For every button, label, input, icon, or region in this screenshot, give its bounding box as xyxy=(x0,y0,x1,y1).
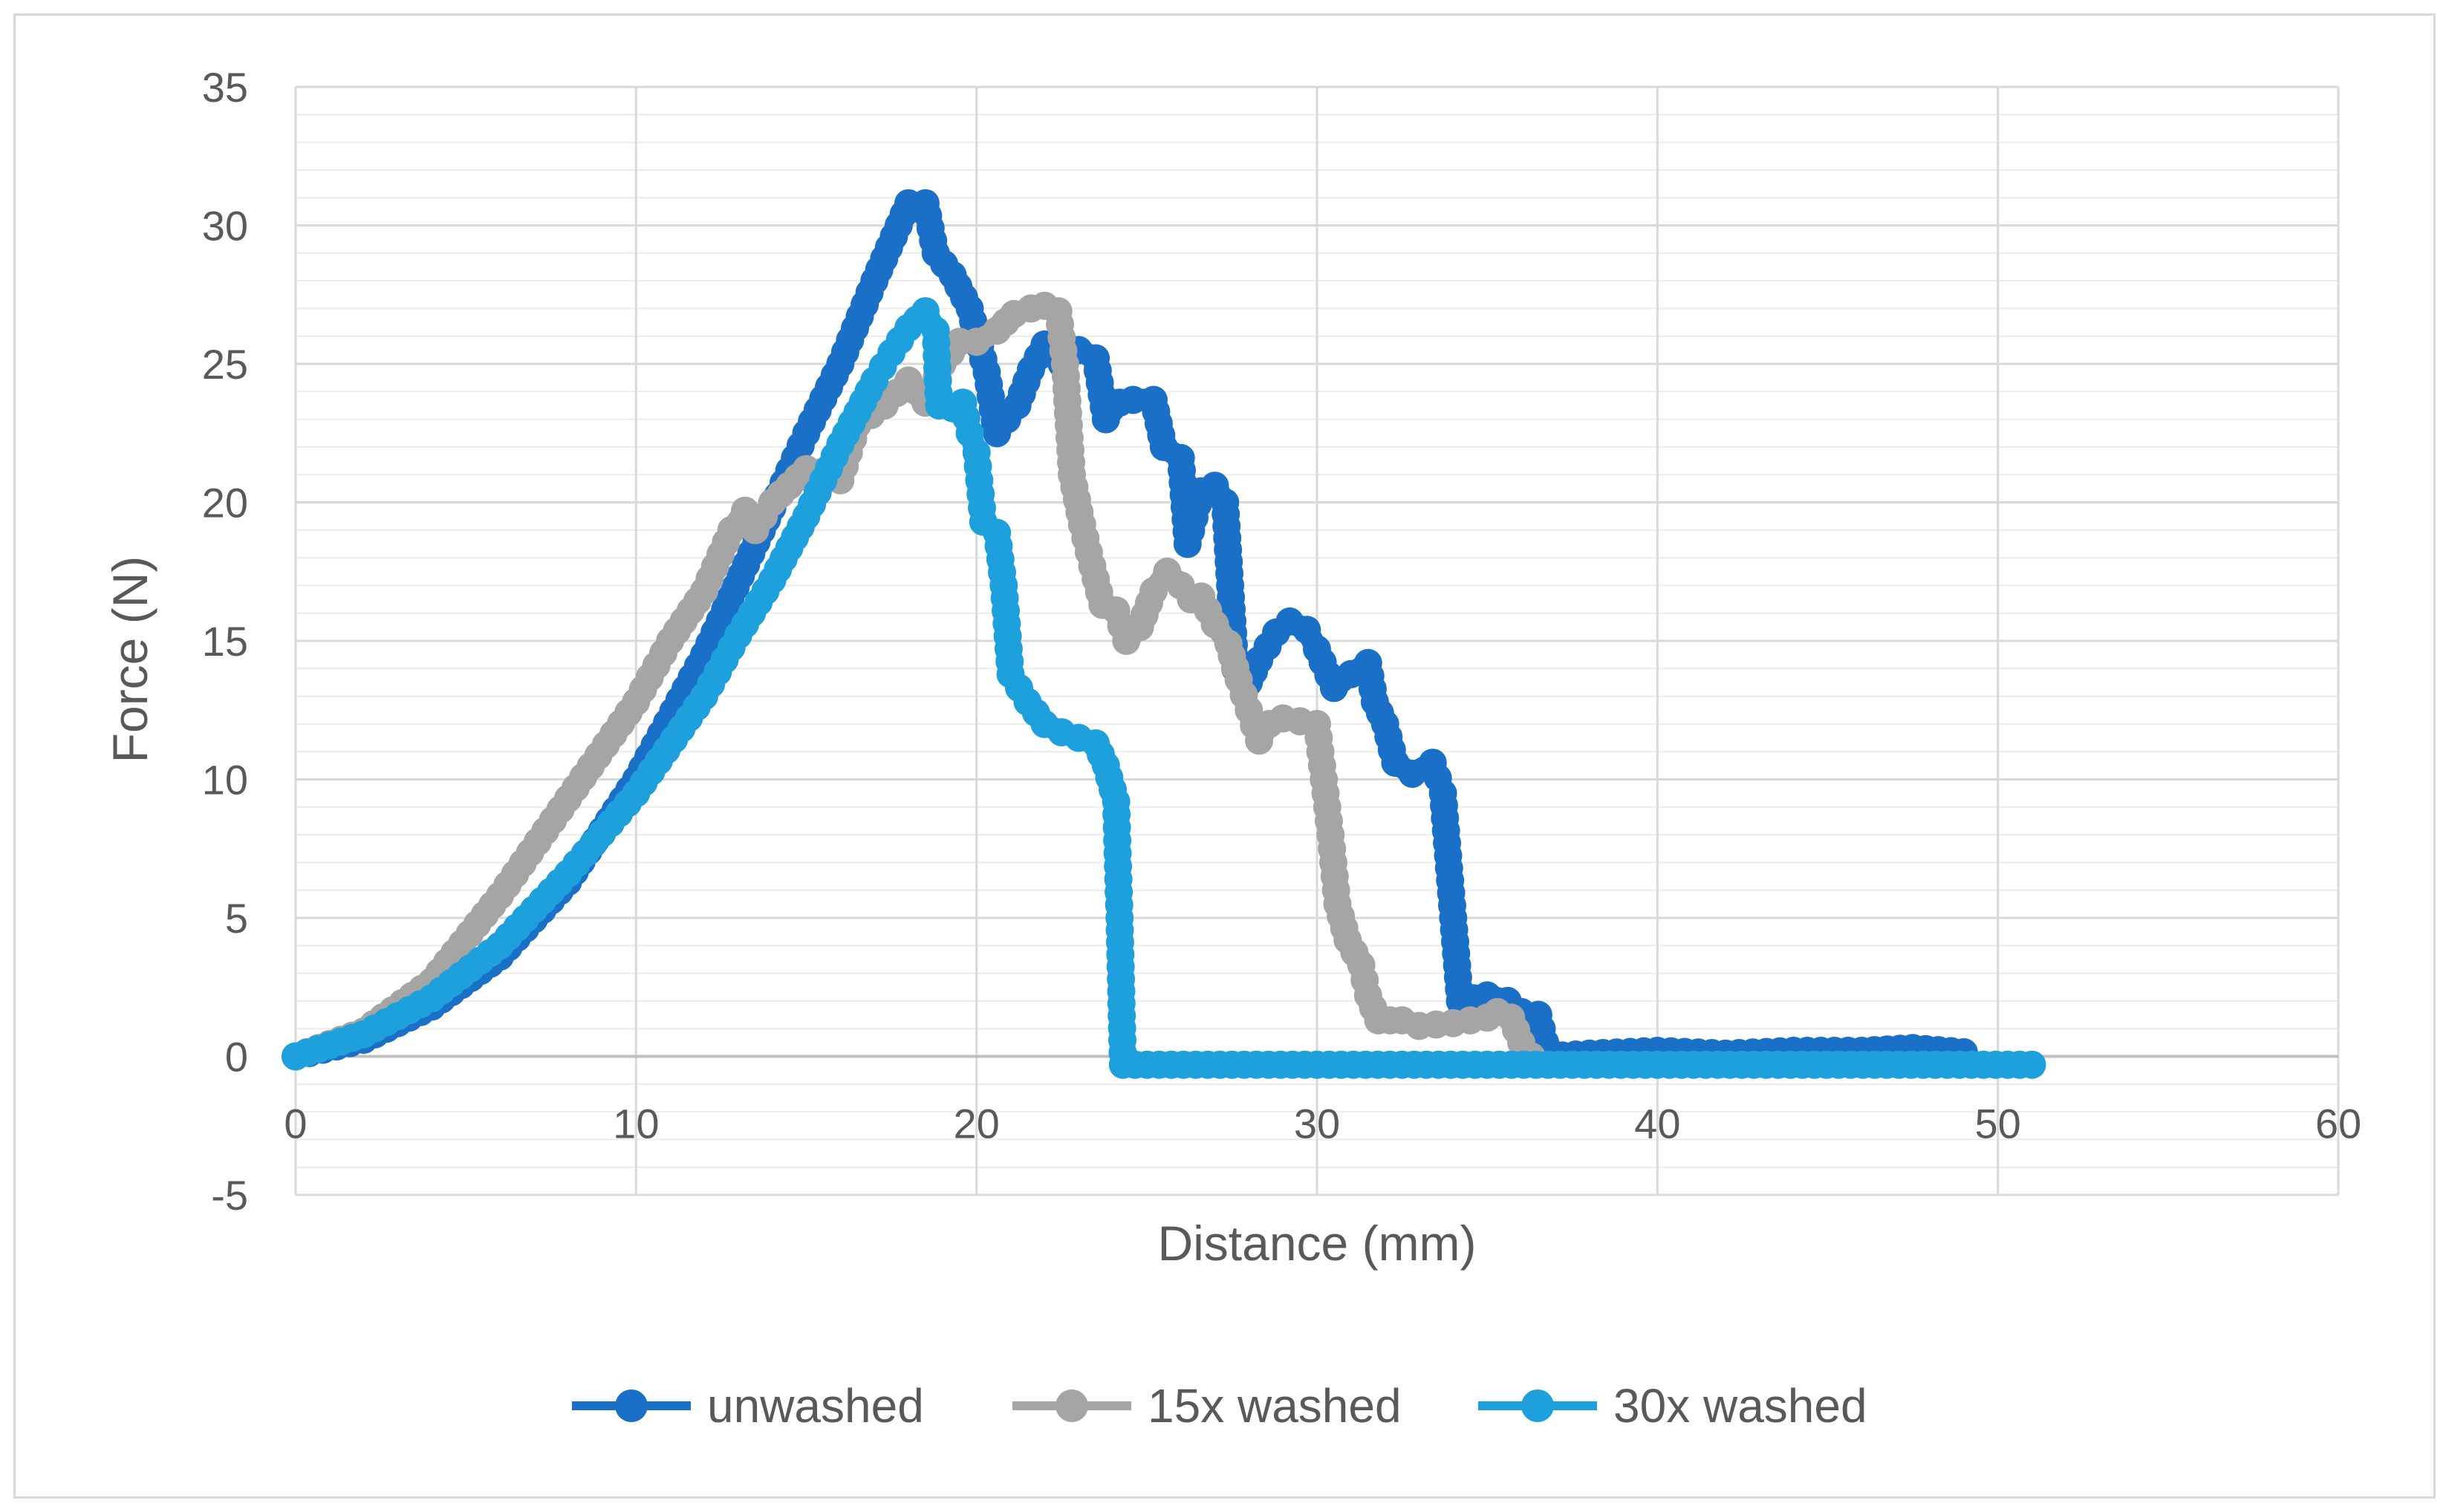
y-axis-title: Force (N) xyxy=(103,556,157,763)
x-tick-label: 0 xyxy=(284,1101,307,1147)
y-tick-label: 25 xyxy=(202,341,248,388)
y-tick-label: 35 xyxy=(202,64,248,111)
x-tick-label: 60 xyxy=(2315,1101,2361,1147)
x-tick-label: 30 xyxy=(1294,1101,1340,1147)
y-tick-label: 20 xyxy=(202,480,248,527)
chart-frame xyxy=(13,13,2436,1499)
y-tick-label: 0 xyxy=(225,1034,248,1081)
y-tick-label: 30 xyxy=(202,203,248,250)
series-30x-washed xyxy=(282,297,2046,1079)
legend-label: 15x washed xyxy=(1148,1379,1402,1433)
y-tick-label: 5 xyxy=(225,895,248,942)
legend-swatch-marker xyxy=(1056,1389,1088,1422)
legend-item: 15x washed xyxy=(1012,1379,1402,1433)
legend-label: unwashed xyxy=(707,1379,924,1433)
y-tick-label: 10 xyxy=(202,757,248,804)
y-tick-label: 15 xyxy=(202,618,248,665)
x-axis-title: Distance (mm) xyxy=(1157,1216,1476,1271)
legend-label: 30x washed xyxy=(1613,1379,1867,1433)
data-point xyxy=(2017,1050,2046,1079)
legend-item: 30x washed xyxy=(1478,1379,1867,1433)
legend-swatch-marker xyxy=(615,1389,648,1422)
x-tick-label: 20 xyxy=(954,1101,1000,1147)
x-tick-label: 50 xyxy=(1975,1101,2021,1147)
y-tick-label: -5 xyxy=(211,1172,248,1219)
data-point xyxy=(1119,385,1148,414)
legend-item: unwashed xyxy=(572,1379,924,1433)
legend-swatch-marker xyxy=(1521,1389,1554,1422)
x-tick-label: 10 xyxy=(613,1101,659,1147)
x-tick-label: 40 xyxy=(1634,1101,1680,1147)
series-layer xyxy=(282,189,2046,1079)
legend: unwashed 15x washed 30x washed xyxy=(572,1379,1867,1433)
